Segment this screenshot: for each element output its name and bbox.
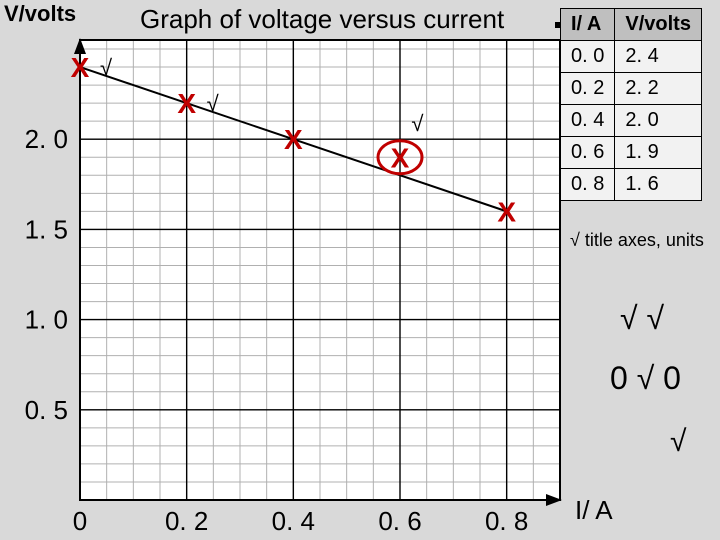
- x-tick-label: 0. 4: [272, 506, 315, 536]
- x-tick-label: 0. 8: [485, 506, 528, 536]
- annotation: √: [670, 425, 686, 459]
- checkmark-icon: √: [100, 55, 113, 80]
- table-cell: 0. 0: [561, 41, 615, 73]
- table-cell: 2. 4: [615, 41, 702, 73]
- data-point-marker: X: [71, 52, 90, 83]
- table-header-y: V/volts: [615, 9, 702, 41]
- y-axis-label: V/volts: [0, 0, 80, 28]
- checkmark-icon: √: [411, 111, 424, 136]
- annotation: √ title axes, units: [570, 230, 704, 251]
- data-point-marker: X: [391, 142, 410, 173]
- table-header-x: I/ A: [561, 9, 615, 41]
- table-cell: 0. 6: [561, 137, 615, 169]
- y-tick-label: 1. 0: [25, 305, 68, 335]
- annotation: √ √: [620, 300, 664, 337]
- table-cell: 1. 6: [615, 169, 702, 201]
- data-point-marker: X: [497, 196, 516, 227]
- y-tick-label: 0. 5: [25, 395, 68, 425]
- x-axis-label: I/ A: [575, 495, 613, 526]
- y-tick-label: 1. 5: [25, 214, 68, 244]
- x-tick-label: 0. 2: [165, 506, 208, 536]
- annotation: 0 √ 0: [610, 360, 681, 397]
- x-tick-label: 0. 6: [378, 506, 421, 536]
- table-cell: 0. 4: [561, 105, 615, 137]
- chart-title: Graph of voltage versus current: [140, 4, 504, 35]
- table-cell: 0. 8: [561, 169, 615, 201]
- x-tick-label: 0: [73, 506, 87, 536]
- table-cell: 0. 2: [561, 73, 615, 105]
- checkmark-icon: √: [207, 91, 220, 116]
- table-cell: 2. 0: [615, 105, 702, 137]
- table-cell: 1. 9: [615, 137, 702, 169]
- data-table: I/ A V/volts 0. 02. 40. 22. 20. 42. 00. …: [560, 8, 702, 201]
- table-cell: 2. 2: [615, 73, 702, 105]
- y-tick-label: 2. 0: [25, 124, 68, 154]
- data-point-marker: X: [177, 88, 196, 119]
- data-point-marker: X: [284, 124, 303, 155]
